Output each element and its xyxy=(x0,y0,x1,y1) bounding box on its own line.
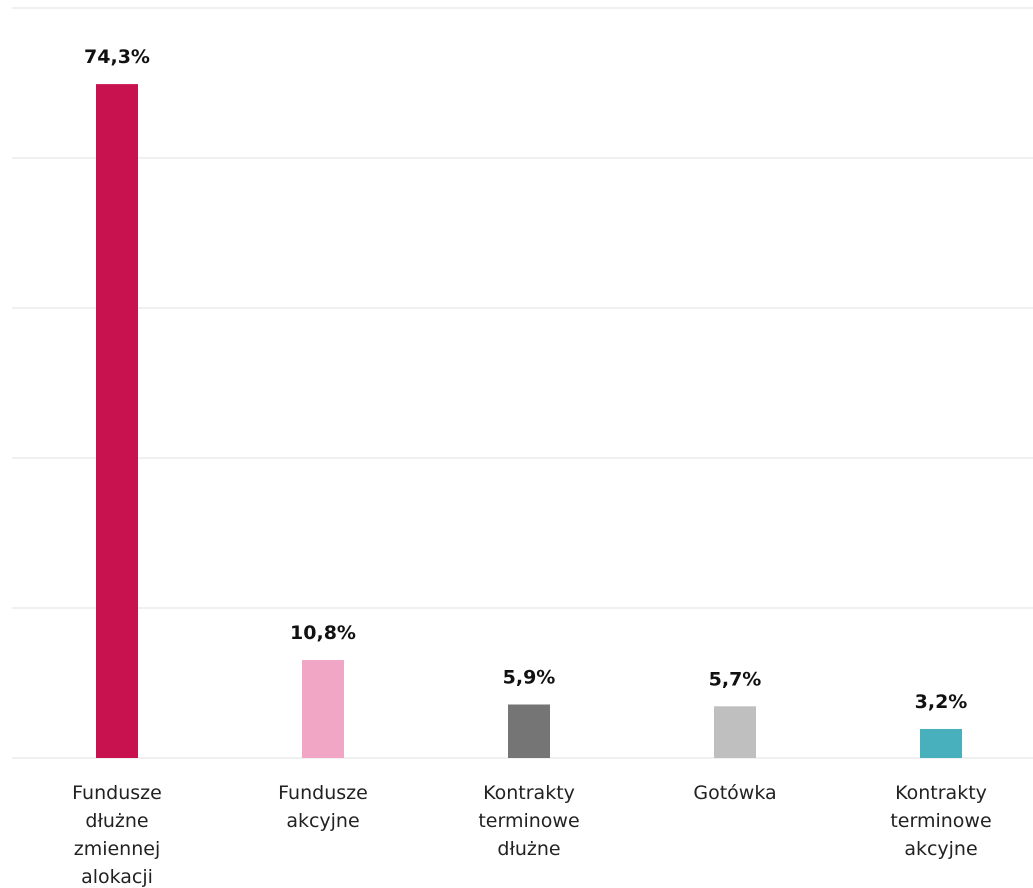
category-label-line: dłużne xyxy=(85,810,148,832)
category-label-line: alokacji xyxy=(81,866,153,888)
category-label-line: terminowe xyxy=(890,810,991,832)
category-label: Kontrakty terminowe akcyjne xyxy=(890,782,991,860)
category-label: Fundusze dłużne zmiennej alokacji xyxy=(72,782,162,888)
value-labels: 74,3% 10,8% 5,9% 5,7% 3,2% xyxy=(84,46,967,713)
bar xyxy=(96,84,138,758)
data-label: 3,2% xyxy=(915,691,968,713)
category-label-line: dłużne xyxy=(497,838,560,860)
category-label-line: akcyjne xyxy=(904,838,977,860)
bar xyxy=(920,728,962,758)
category-label-line: terminowe xyxy=(478,810,579,832)
data-label: 10,8% xyxy=(290,622,356,644)
category-labels: Fundusze dłużne zmiennej alokacji Fundusze ak… xyxy=(72,782,991,888)
gridlines xyxy=(12,7,1033,759)
category-label-line: Gotówka xyxy=(693,782,776,804)
category-label-line: Fundusze xyxy=(278,782,368,804)
category-label: Kontrakty terminowe dłużne xyxy=(478,782,579,860)
data-label: 5,9% xyxy=(503,666,556,688)
category-label-line: Fundusze xyxy=(72,782,162,804)
bar xyxy=(508,704,550,758)
category-label: Gotówka xyxy=(693,782,776,804)
category-label-line: akcyjne xyxy=(286,810,359,832)
bars xyxy=(96,84,962,758)
category-label-line: Kontrakty xyxy=(483,782,575,804)
bar xyxy=(302,660,344,758)
category-label-line: zmiennej xyxy=(74,838,161,860)
data-label: 74,3% xyxy=(84,46,150,68)
category-label: Fundusze akcyjne xyxy=(278,782,368,832)
data-label: 5,7% xyxy=(709,668,762,690)
category-label-line: Kontrakty xyxy=(895,782,987,804)
bar xyxy=(714,706,756,758)
